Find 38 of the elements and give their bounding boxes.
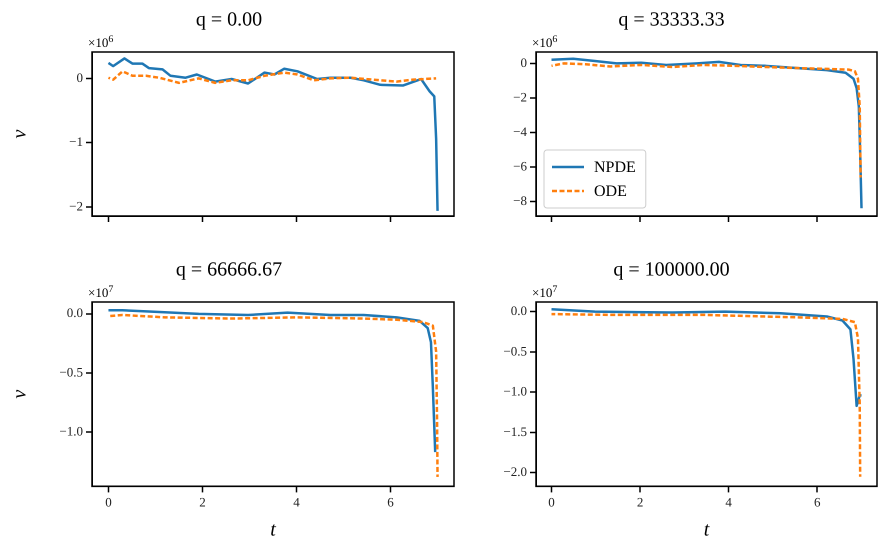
- y-tick-label: −1.5: [503, 424, 527, 439]
- y-tick-label: −0.5: [503, 343, 527, 358]
- legend-label: ODE: [594, 183, 627, 200]
- x-tick-label: 0: [548, 494, 555, 510]
- line-series: [550, 312, 862, 478]
- x-axis-title: t: [270, 518, 276, 540]
- y-tick-label: −1: [69, 134, 83, 150]
- y-tick-label: 0: [76, 70, 83, 85]
- y-tick-label: −2: [69, 198, 83, 214]
- y-tick-label: −2: [513, 89, 527, 104]
- x-tick-label: 2: [199, 494, 206, 510]
- y-tick-label: −1.0: [59, 423, 83, 438]
- line-series: [107, 70, 438, 84]
- y-tick-label: −2.0: [503, 464, 527, 480]
- y-tick-label: −8: [513, 192, 527, 208]
- legend-label: NPDE: [594, 159, 636, 176]
- chart-title: q = 66666.67: [176, 258, 282, 280]
- x-tick-label: 4: [293, 494, 300, 510]
- x-tick-label: 2: [636, 494, 644, 510]
- y-tick-label: 0.0: [66, 305, 83, 320]
- chart-title: q = 100000.00: [613, 258, 730, 280]
- chart-title: q = 33333.33: [618, 8, 725, 30]
- y-axis-title: v: [8, 390, 30, 399]
- y-axis-title: v: [8, 129, 30, 138]
- x-tick-label: 6: [814, 494, 821, 510]
- y-tick-label: −4: [513, 124, 528, 139]
- x-tick-label: 4: [725, 494, 732, 510]
- y-tick-label: 0: [520, 54, 527, 70]
- x-tick-label: 0: [105, 494, 112, 510]
- x-axis-title: t: [704, 518, 710, 540]
- y-tick-label: −1.0: [503, 384, 527, 399]
- line-series: [550, 62, 862, 179]
- chart-title: q = 0.00: [196, 8, 262, 30]
- line-series: [107, 314, 439, 478]
- y-tick-label: −0.5: [59, 364, 83, 380]
- x-tick-label: 6: [387, 494, 394, 510]
- y-tick-label: 0.0: [510, 303, 527, 318]
- y-tick-label: −6: [513, 158, 528, 174]
